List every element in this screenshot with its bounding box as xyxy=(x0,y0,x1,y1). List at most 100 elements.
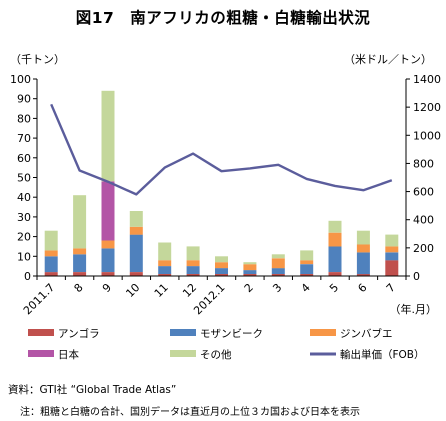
x-tick-label-5: 11 xyxy=(152,281,171,300)
bar-segment-5-10 xyxy=(300,250,314,261)
price-line xyxy=(50,103,393,196)
bar-segment-3-2 xyxy=(73,248,87,255)
right-tick-label-6: 1000 xyxy=(413,129,441,142)
bar-segment-3-8 xyxy=(243,264,257,271)
right-tick-label-2: 200 xyxy=(413,242,434,255)
legend-swatch-4 xyxy=(28,350,54,357)
bar-segment-3-13 xyxy=(385,246,399,253)
bar-segment-1-2 xyxy=(73,272,87,276)
bar-segment-2-13 xyxy=(385,252,399,261)
bar-segment-2-2 xyxy=(73,254,87,272)
chart-title: 図17 南アフリカの粗糖・白糖輸出状況 xyxy=(75,9,371,27)
x-tick-label-11: 5 xyxy=(327,281,341,295)
x-tick-label-12: 6 xyxy=(355,281,369,295)
right-axis-unit-label: （米ドル／トン） xyxy=(344,53,432,66)
legend-swatch-5 xyxy=(170,350,196,357)
bar-segment-5-3 xyxy=(101,90,115,182)
bar-segment-2-6 xyxy=(186,266,200,274)
legend-swatch-2 xyxy=(170,329,196,336)
plot-area: 0102030405060708090100020040060080010001… xyxy=(10,73,441,317)
x-tick-label-2: 8 xyxy=(72,281,86,295)
left-tick-label-1: 0 xyxy=(24,270,31,283)
bar-segment-2-11 xyxy=(328,246,342,272)
bar-segment-5-13 xyxy=(385,234,399,247)
bar-segment-3-10 xyxy=(300,260,314,265)
stacked-bar-line-chart: （千トン） （米ドル／トン） （年.月） 0102030405060708090… xyxy=(10,53,441,361)
right-tick-label-5: 800 xyxy=(413,157,434,170)
bar-segment-5-8 xyxy=(243,262,257,265)
right-tick-label-4: 600 xyxy=(413,186,434,199)
right-tick-label-7: 1200 xyxy=(413,101,441,114)
bar-segment-4-3 xyxy=(101,181,115,241)
legend-label-4: 日本 xyxy=(58,348,79,361)
bar-segment-3-12 xyxy=(356,244,370,253)
bar-segment-5-1 xyxy=(44,230,58,251)
bar-segment-3-1 xyxy=(44,250,58,257)
bar-segment-3-5 xyxy=(158,260,172,267)
left-tick-label-4: 30 xyxy=(17,211,31,224)
x-tick-label-1: 2011.7 xyxy=(21,281,57,317)
bar-segment-5-7 xyxy=(215,256,228,263)
bar-segment-1-1 xyxy=(44,272,58,276)
x-tick-label-3: 9 xyxy=(100,281,114,295)
bar-segment-1-13 xyxy=(385,260,399,276)
left-tick-label-7: 60 xyxy=(17,152,31,165)
bar-segment-3-7 xyxy=(215,262,228,269)
bar-segment-1-6 xyxy=(186,274,200,276)
bar-segment-5-12 xyxy=(356,230,370,245)
left-tick-label-8: 70 xyxy=(17,132,31,145)
bar-segment-1-12 xyxy=(356,274,370,276)
bar-segment-3-3 xyxy=(101,240,115,249)
x-tick-label-9: 3 xyxy=(270,281,284,295)
bar-segment-1-8 xyxy=(243,274,257,276)
footnote: 注：粗糖と白糖の合計、国別データは直近月の上位３カ国および日本を表示 xyxy=(20,407,360,418)
bar-segment-3-6 xyxy=(186,260,200,267)
x-axis-unit-label: （年.月） xyxy=(390,302,438,316)
bar-segment-5-2 xyxy=(73,195,87,249)
bar-segment-5-5 xyxy=(158,242,172,261)
bar-segment-2-7 xyxy=(215,268,228,274)
left-tick-label-6: 50 xyxy=(17,172,31,185)
x-tick-label-8: 2 xyxy=(242,281,256,295)
bar-segment-1-11 xyxy=(328,272,342,276)
legend-label-5: その他 xyxy=(200,348,232,361)
bar-segment-1-5 xyxy=(158,274,172,276)
bar-segment-2-9 xyxy=(271,268,285,274)
bar-segment-3-4 xyxy=(129,226,143,235)
x-tick-label-13: 7 xyxy=(384,281,398,295)
bar-segment-5-11 xyxy=(328,220,342,233)
legend-label-3: ジンバブエ xyxy=(340,327,393,340)
left-tick-label-3: 20 xyxy=(17,231,31,244)
bar-segment-2-3 xyxy=(101,248,115,272)
source-note: 資料：GTI社 “Global Trade Atlas” xyxy=(8,384,177,396)
right-tick-label-8: 1400 xyxy=(413,73,441,86)
x-tick-label-6: 12 xyxy=(180,281,199,300)
right-tick-label-1: 0 xyxy=(413,270,420,283)
bar-segment-1-3 xyxy=(101,272,115,276)
bar-segment-2-1 xyxy=(44,256,58,273)
bar-segment-1-4 xyxy=(129,272,143,276)
left-axis-unit-label: （千トン） xyxy=(10,53,65,66)
bar-segment-1-9 xyxy=(271,274,285,276)
legend-label-1: アンゴラ xyxy=(58,327,100,340)
bar-segment-2-10 xyxy=(300,264,314,274)
bar-segment-2-12 xyxy=(356,252,370,275)
legend-swatch-1 xyxy=(28,329,54,336)
bar-segment-3-9 xyxy=(271,258,285,269)
bar-segment-5-4 xyxy=(129,211,143,227)
bar-segment-2-8 xyxy=(243,270,257,274)
bar-segment-5-6 xyxy=(186,246,200,261)
bar-segment-5-9 xyxy=(271,254,285,259)
legend-swatch-3 xyxy=(310,329,336,336)
x-tick-label-4: 10 xyxy=(123,281,142,300)
bar-segment-1-7 xyxy=(215,274,228,276)
left-tick-label-2: 10 xyxy=(17,250,31,263)
left-tick-label-5: 40 xyxy=(17,191,31,204)
x-tick-label-10: 4 xyxy=(299,281,313,295)
bar-segment-3-11 xyxy=(328,232,342,247)
left-tick-label-10: 90 xyxy=(17,93,31,106)
legend-label-6: 輸出単価（FOB） xyxy=(340,348,425,361)
legend-label-2: モザンビーク xyxy=(200,328,263,340)
bar-segment-1-10 xyxy=(300,274,314,276)
